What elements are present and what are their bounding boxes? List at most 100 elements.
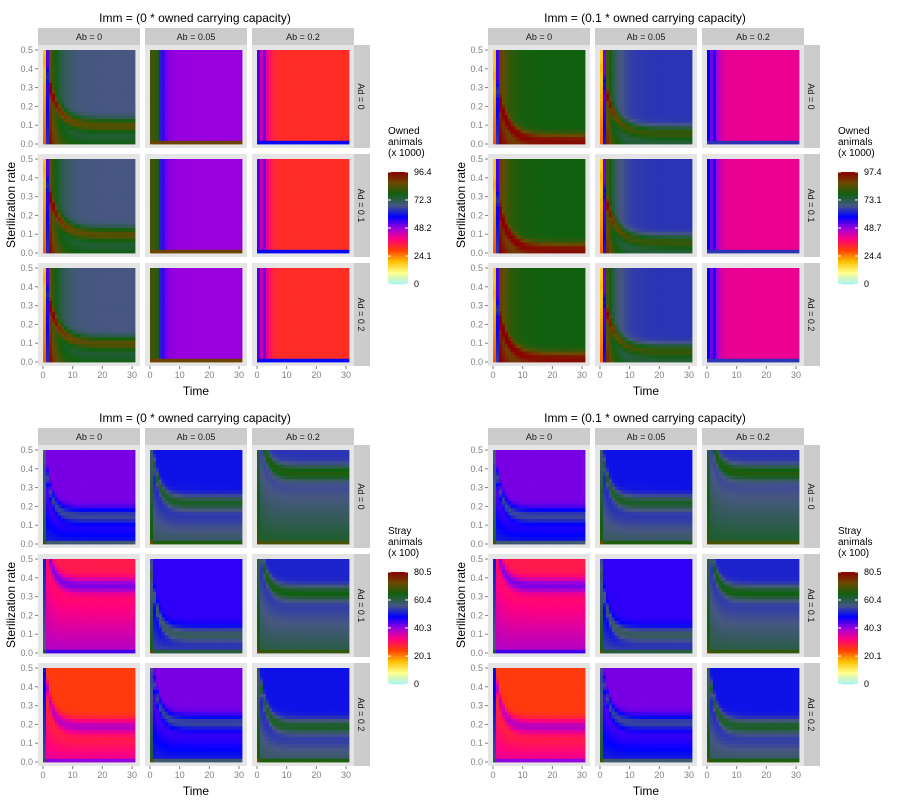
- heatmap-cell: [322, 184, 326, 189]
- heatmap-cell: [120, 234, 124, 239]
- heatmap-cell: [343, 249, 347, 254]
- heatmap-cell: [236, 195, 240, 200]
- heatmap-cell: [236, 71, 240, 76]
- heatmap-cell: [230, 89, 234, 94]
- heatmap-cell: [310, 118, 314, 123]
- heatmap-cell: [313, 68, 317, 73]
- heatmap-cell: [132, 227, 136, 232]
- heatmap-cell: [227, 242, 231, 247]
- heatmap-cell: [176, 78, 181, 83]
- heatmap-cell: [120, 71, 124, 76]
- heatmap-cell: [203, 107, 207, 112]
- heatmap-cell: [221, 213, 225, 218]
- heatmap-cell: [257, 100, 261, 105]
- heatmap-cell: [176, 107, 181, 112]
- heatmap-cell: [87, 249, 91, 254]
- heatmap-cell: [99, 234, 103, 239]
- heatmap-cell: [230, 60, 234, 65]
- heatmap-cell: [304, 245, 308, 250]
- heatmap-cell: [117, 89, 121, 94]
- heatmap-cell: [221, 169, 225, 174]
- heatmap-cell: [123, 122, 127, 127]
- heatmap-cell: [259, 60, 264, 65]
- heatmap-cell: [277, 111, 282, 116]
- heatmap-cell: [111, 82, 115, 87]
- heatmap-cell: [239, 227, 243, 232]
- heatmap-cell: [191, 184, 195, 189]
- heatmap-cell: [164, 53, 169, 58]
- heatmap-cell: [48, 282, 53, 287]
- heatmap-cell: [301, 140, 305, 145]
- heatmap-cell: [75, 187, 80, 192]
- heatmap-cell: [99, 136, 103, 141]
- heatmap-cell: [167, 195, 172, 200]
- heatmap-cell: [185, 50, 189, 55]
- heatmap-cell: [45, 140, 50, 145]
- heatmap-cell: [105, 64, 109, 69]
- heatmap-cell: [331, 64, 335, 69]
- heatmap-cell: [298, 177, 302, 182]
- heatmap-cell: [200, 245, 204, 250]
- heatmap-cell: [105, 75, 109, 80]
- heatmap-cell: [43, 206, 47, 211]
- heatmap-cell: [72, 216, 77, 221]
- heatmap-cell: [170, 173, 175, 178]
- heatmap-cell: [343, 242, 347, 247]
- heatmap-cell: [155, 234, 160, 239]
- heatmap-cell: [179, 122, 184, 127]
- heatmap-cell: [230, 169, 234, 174]
- heatmap-cell: [167, 162, 172, 167]
- heatmap-cell: [120, 97, 124, 102]
- heatmap-cell: [239, 78, 243, 83]
- heatmap-cell: [206, 129, 210, 134]
- heatmap-cell: [304, 238, 308, 243]
- heatmap-cell: [161, 57, 166, 62]
- heatmap-cell: [209, 129, 213, 134]
- heatmap-cell: [66, 93, 71, 98]
- heatmap-cell: [289, 50, 294, 55]
- heatmap-cell: [96, 86, 100, 91]
- heatmap-cell: [203, 57, 207, 62]
- heatmap-cell: [230, 202, 234, 207]
- heatmap-cell: [257, 213, 261, 218]
- heatmap-cell: [268, 206, 273, 211]
- heatmap-cell: [230, 234, 234, 239]
- heatmap-cell: [218, 242, 222, 247]
- heatmap-cell: [108, 213, 112, 218]
- heatmap-cell: [129, 78, 133, 83]
- heatmap-cell: [87, 133, 91, 138]
- heatmap-cell: [319, 220, 323, 225]
- heatmap-cell: [307, 136, 311, 141]
- heatmap-cell: [72, 86, 77, 91]
- heatmap-cell: [197, 100, 201, 105]
- heatmap-cell: [176, 180, 181, 185]
- heatmap-cell: [173, 159, 178, 164]
- heatmap-cell: [268, 122, 273, 127]
- heatmap-cell: [99, 60, 103, 65]
- heatmap-cell: [224, 115, 228, 120]
- heatmap-cell: [286, 224, 291, 229]
- heatmap-cell: [152, 129, 157, 134]
- heatmap-cell: [194, 111, 198, 116]
- heatmap-cell: [224, 93, 228, 98]
- heatmap-cell: [69, 187, 74, 192]
- heatmap-cell: [185, 100, 189, 105]
- heatmap-cell: [51, 282, 56, 287]
- heatmap-cell: [292, 82, 296, 87]
- heatmap-cell: [343, 245, 347, 250]
- heatmap-cell: [45, 216, 50, 221]
- heatmap-cell: [301, 213, 305, 218]
- heatmap-cell: [274, 227, 279, 232]
- heatmap-cell: [227, 166, 231, 171]
- heatmap-cell: [322, 57, 326, 62]
- heatmap-cell: [43, 169, 47, 174]
- heatmap-cell: [185, 184, 189, 189]
- heatmap-cell: [200, 249, 204, 254]
- heatmap-cell: [48, 275, 53, 280]
- heatmap-cell: [87, 206, 91, 211]
- heatmap-cell: [262, 129, 267, 134]
- heatmap-cell: [96, 97, 100, 102]
- heatmap-cell: [233, 136, 237, 141]
- heatmap-cell: [54, 231, 59, 236]
- heatmap-cell: [215, 64, 219, 69]
